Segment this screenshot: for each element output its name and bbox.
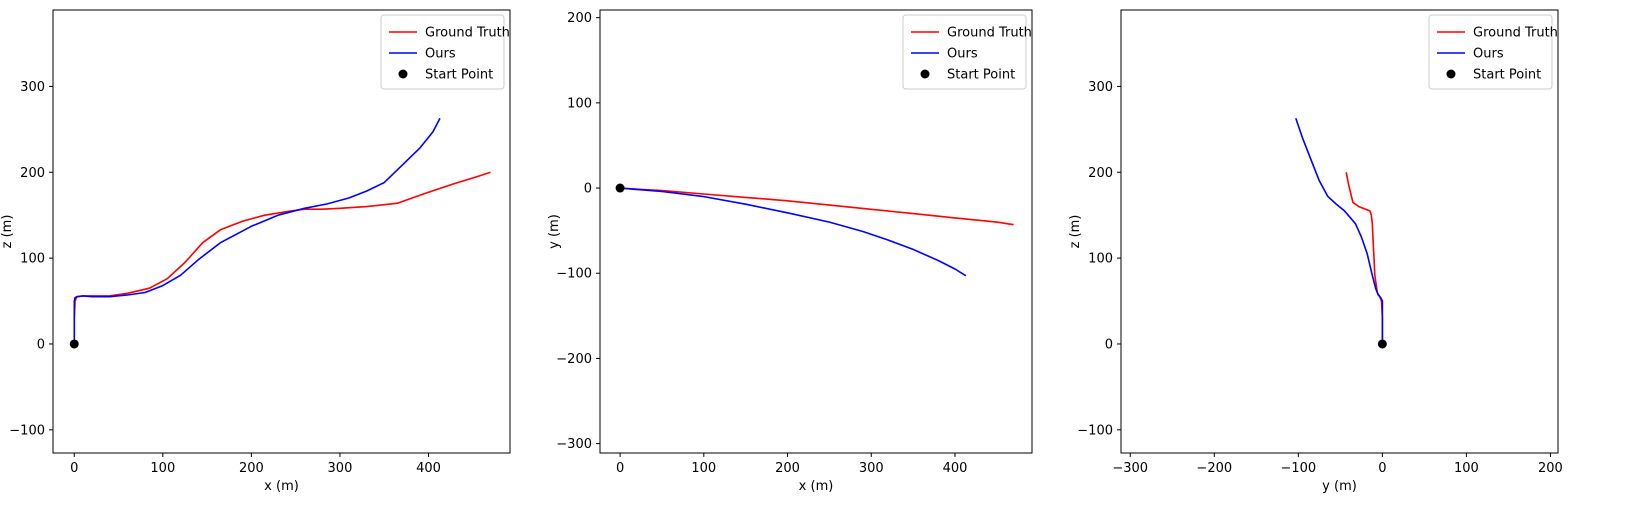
legend: Ground Truth Ours Start Point xyxy=(1428,14,1558,90)
y-axis-label: z (m) xyxy=(0,215,15,249)
x-tick-label: −100 xyxy=(1280,461,1316,476)
x-tick-label: 200 xyxy=(239,461,264,476)
x-tick-label: 400 xyxy=(416,461,441,476)
y-tick-label: 0 xyxy=(1105,337,1113,352)
ours-line xyxy=(620,187,967,277)
y-tick-label: −100 xyxy=(556,267,592,282)
legend-label-ours: Ours xyxy=(947,47,978,62)
y-tick-label: 300 xyxy=(1088,80,1113,95)
y-tick-label: −100 xyxy=(9,423,45,438)
y-tick-label: −200 xyxy=(556,352,592,367)
y-tick-label: 0 xyxy=(37,337,45,352)
plot-area xyxy=(69,117,491,349)
legend-label-start-point: Start Point xyxy=(425,68,493,83)
x-tick-label: −200 xyxy=(1196,461,1232,476)
ours-line xyxy=(73,117,441,344)
x-tick-label: 200 xyxy=(775,461,800,476)
y-tick-label: 0 xyxy=(584,182,592,197)
ours-line xyxy=(1295,117,1384,344)
x-tick-label: 400 xyxy=(943,461,968,476)
y-tick-label: 100 xyxy=(20,252,45,267)
chart-panel-1: 0 100 200 300 400 −100 0 100 200 300 x (m) z (m) Gro… xyxy=(0,9,511,494)
y-tick-label: −100 xyxy=(1077,423,1113,438)
ground-truth-line xyxy=(620,187,1014,226)
x-axis-label: x (m) xyxy=(264,479,299,494)
y-axis-label: z (m) xyxy=(1068,215,1083,249)
x-tick-label: 100 xyxy=(1454,461,1479,476)
x-tick-label: 0 xyxy=(70,461,78,476)
legend-label-start-point: Start Point xyxy=(947,68,1015,83)
axes-frame xyxy=(52,9,511,454)
plot-area xyxy=(1295,117,1387,349)
y-tick-label: 100 xyxy=(567,96,592,111)
legend-swatch-start-point xyxy=(920,69,930,79)
y-tick-label: 200 xyxy=(1088,166,1113,181)
legend-label-ground-truth: Ground Truth xyxy=(425,26,510,41)
x-tick-label: 200 xyxy=(1538,461,1563,476)
legend-swatch-start-point xyxy=(398,69,408,79)
start-point-marker xyxy=(615,183,625,193)
chart-panel-3: −300 −200 −100 0 100 200 −100 0 100 200 300 y (m) z … xyxy=(1068,9,1563,494)
legend-label-ground-truth: Ground Truth xyxy=(1473,26,1558,41)
y-tick-label: 300 xyxy=(20,80,45,95)
legend-label-start-point: Start Point xyxy=(1473,68,1541,83)
legend-box xyxy=(902,14,1027,90)
legend-box xyxy=(380,14,505,90)
axes-frame xyxy=(1120,9,1559,454)
axes-frame xyxy=(599,9,1033,454)
x-axis-label: y (m) xyxy=(1322,479,1357,494)
chart-panel-2: 0 100 200 300 400 −300 −200 −100 0 100 200 x (m) y (… xyxy=(547,9,1033,494)
x-tick-label: 0 xyxy=(1378,461,1386,476)
x-tick-label: −300 xyxy=(1112,461,1148,476)
plot-area xyxy=(615,183,1014,277)
legend-box xyxy=(1428,14,1553,90)
legend: Ground Truth Ours Start Point xyxy=(380,14,510,90)
x-tick-label: 0 xyxy=(616,461,624,476)
legend-label-ground-truth: Ground Truth xyxy=(947,26,1032,41)
x-tick-label: 100 xyxy=(150,461,175,476)
y-tick-label: 200 xyxy=(567,11,592,26)
x-tick-label: 100 xyxy=(691,461,716,476)
start-point-marker xyxy=(1377,339,1387,349)
x-tick-label: 300 xyxy=(859,461,884,476)
legend-label-ours: Ours xyxy=(425,47,456,62)
y-axis-label: y (m) xyxy=(547,214,562,249)
x-tick-label: 300 xyxy=(328,461,353,476)
x-axis-label: x (m) xyxy=(799,479,834,494)
legend-swatch-start-point xyxy=(1446,69,1456,79)
y-tick-label: 100 xyxy=(1088,252,1113,267)
start-point-marker xyxy=(69,339,79,349)
y-tick-label: 200 xyxy=(20,166,45,181)
y-tick-label: −300 xyxy=(556,437,592,452)
legend-label-ours: Ours xyxy=(1473,47,1504,62)
legend: Ground Truth Ours Start Point xyxy=(902,14,1032,90)
